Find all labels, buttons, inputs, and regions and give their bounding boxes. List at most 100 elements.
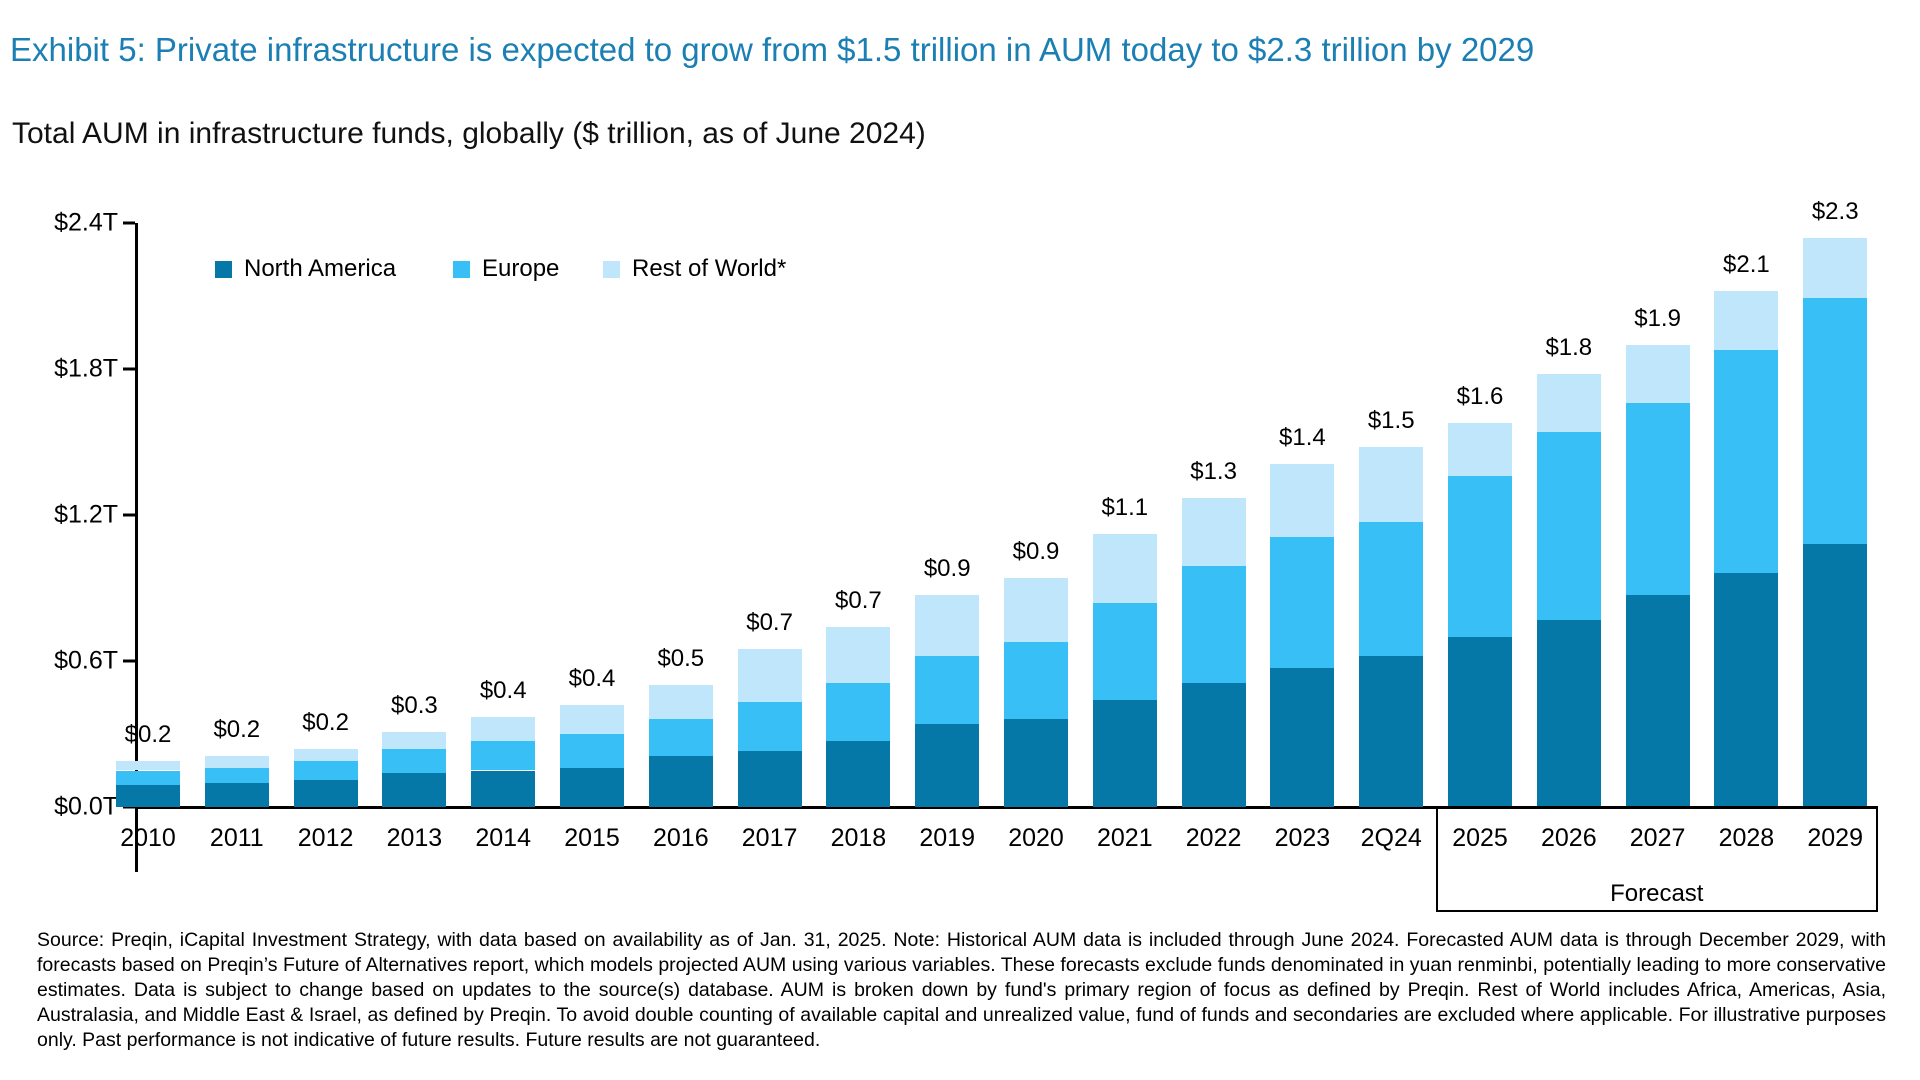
- bar-segment-2Q24-europe: [1359, 522, 1424, 657]
- bar-segment-2027-north-america: [1625, 595, 1690, 807]
- bar-segment-2025-north-america: [1448, 636, 1512, 807]
- bar-total-label: $1.8: [1545, 333, 1593, 361]
- bar-segment-2012-north-america: [293, 780, 358, 807]
- bar-segment-2022-europe: [1181, 566, 1246, 683]
- bar-segment-2027-europe: [1625, 403, 1690, 596]
- bar-segment-2028-europe: [1714, 349, 1779, 574]
- x-tick-label-2027: 2027: [1629, 824, 1686, 852]
- x-tick-label-2018: 2018: [830, 824, 887, 852]
- bar-segment-2019-europe: [915, 656, 980, 725]
- bar-segment-2016-rest-of-world: [648, 685, 713, 720]
- x-tick-label-2Q24: 2Q24: [1360, 824, 1422, 852]
- bar-segment-2020-europe: [1004, 641, 1068, 720]
- bar-total-label: $1.1: [1101, 494, 1149, 522]
- bar-segment-2016-europe: [648, 719, 713, 756]
- bar-total-label: $0.9: [1012, 538, 1060, 566]
- bar-segment-2027-rest-of-world: [1625, 344, 1690, 404]
- bar-segment-2023-europe: [1270, 536, 1335, 669]
- x-tick-label-2014: 2014: [475, 824, 531, 852]
- bar-segment-2023-north-america: [1270, 668, 1335, 807]
- x-tick-label-2017: 2017: [741, 824, 798, 852]
- x-tick-label-2012: 2012: [297, 824, 354, 852]
- bar-segment-2022-north-america: [1181, 682, 1246, 807]
- legend-label: Europe: [482, 255, 560, 282]
- bar-segment-2017-rest-of-world: [737, 648, 802, 703]
- x-tick-label-2025: 2025: [1452, 824, 1508, 852]
- bar-total-label: $0.5: [657, 645, 705, 673]
- bar-segment-2017-europe: [737, 702, 802, 752]
- bar-total-label: $2.1: [1723, 251, 1770, 279]
- bar-segment-2013-europe: [382, 748, 447, 773]
- bar-segment-2010-europe: [116, 770, 180, 786]
- bar-total-label: $0.2: [302, 708, 349, 736]
- legend-item-rest-of-world: Rest of World*: [603, 255, 786, 282]
- bar-segment-2025-europe: [1448, 476, 1512, 637]
- bar-segment-2020-north-america: [1004, 719, 1068, 807]
- x-tick-label-2026: 2026: [1540, 824, 1597, 852]
- x-tick-label-2029: 2029: [1807, 824, 1863, 852]
- bar-segment-2029-europe: [1803, 298, 1868, 545]
- bar-total-label: $1.4: [1279, 423, 1326, 451]
- bar-segment-2011-europe: [204, 768, 269, 783]
- bar-segment-2014-europe: [471, 741, 536, 771]
- bar-segment-2015-rest-of-world: [560, 704, 624, 734]
- y-tick-label: $0.0T: [54, 792, 118, 821]
- bar-segment-2022-rest-of-world: [1181, 497, 1246, 567]
- bar-segment-2021-europe: [1092, 602, 1157, 700]
- bar-segment-2017-north-america: [737, 751, 802, 807]
- x-tick-label-2021: 2021: [1096, 824, 1153, 852]
- bar-segment-2029-north-america: [1803, 544, 1868, 807]
- forecast-label: Forecast: [1610, 880, 1704, 907]
- bar-segment-2026-rest-of-world: [1536, 373, 1601, 433]
- bar-segment-2028-north-america: [1714, 573, 1779, 807]
- x-tick-label-2010: 2010: [120, 824, 176, 852]
- forecast-box: [1435, 806, 1878, 912]
- x-tick-label-2020: 2020: [1008, 824, 1064, 852]
- bar-segment-2019-rest-of-world: [915, 595, 980, 657]
- bar-segment-2018-north-america: [826, 741, 891, 807]
- bar-segment-2029-rest-of-world: [1803, 237, 1868, 299]
- bar-segment-2012-europe: [293, 760, 358, 781]
- bar-total-label: $1.5: [1367, 406, 1415, 434]
- bar-total-label: $0.4: [479, 676, 527, 704]
- x-tick-label-2019: 2019: [919, 824, 975, 852]
- y-tick-label: $0.6T: [54, 646, 118, 675]
- bar-segment-2015-north-america: [560, 768, 624, 807]
- bar-total-label: $1.6: [1456, 382, 1504, 410]
- bar-segment-2026-europe: [1536, 432, 1601, 620]
- y-tick-mark: [123, 367, 135, 371]
- x-tick-label-2015: 2015: [564, 824, 620, 852]
- bar-segment-2026-north-america: [1536, 619, 1601, 807]
- x-tick-label-2013: 2013: [386, 824, 443, 852]
- bar-segment-2021-north-america: [1092, 699, 1157, 807]
- page-title: Exhibit 5: Private infrastructure is exp…: [10, 31, 1535, 68]
- bar-segment-2014-north-america: [471, 770, 536, 807]
- legend-swatch-icon: [453, 260, 470, 278]
- legend-item-north-america: North America: [215, 255, 397, 282]
- bar-segment-2010-rest-of-world: [116, 760, 180, 771]
- bar-segment-2011-rest-of-world: [204, 755, 269, 769]
- y-tick-mark: [123, 221, 135, 225]
- bar-segment-2013-north-america: [382, 772, 447, 807]
- stacked-bar-chart: $2.4T $1.8T $1.2T $0.6T $0.0T North America E…: [54, 197, 1878, 912]
- bar-segment-2018-europe: [826, 682, 891, 742]
- bar-total-label: $0.2: [124, 720, 172, 748]
- bar-segment-2012-rest-of-world: [293, 748, 358, 761]
- bar-segment-2021-rest-of-world: [1092, 534, 1157, 603]
- bar-segment-2Q24-rest-of-world: [1359, 446, 1424, 523]
- legend-label: North America: [244, 255, 397, 282]
- source-footnote: Source: Preqin, iCapital Investment Stra…: [37, 929, 1886, 1051]
- legend-swatch-icon: [215, 260, 232, 278]
- y-tick-label: $2.4T: [54, 208, 118, 237]
- x-tick-label-2022: 2022: [1185, 824, 1242, 852]
- bar-segment-2023-rest-of-world: [1270, 463, 1335, 537]
- y-tick-label: $1.2T: [54, 500, 118, 529]
- bar-segment-2016-north-america: [648, 755, 713, 807]
- y-axis-line: [135, 223, 138, 872]
- y-tick-mark: [123, 659, 135, 663]
- bar-total-label: $2.3: [1811, 197, 1859, 225]
- bar-segment-2013-rest-of-world: [382, 731, 447, 749]
- x-tick-label-2028: 2028: [1718, 824, 1775, 852]
- x-axis-line: [135, 806, 1878, 809]
